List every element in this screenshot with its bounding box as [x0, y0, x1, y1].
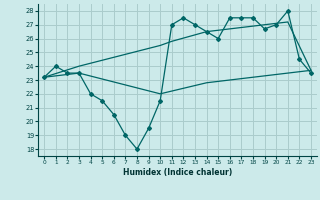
- X-axis label: Humidex (Indice chaleur): Humidex (Indice chaleur): [123, 168, 232, 177]
